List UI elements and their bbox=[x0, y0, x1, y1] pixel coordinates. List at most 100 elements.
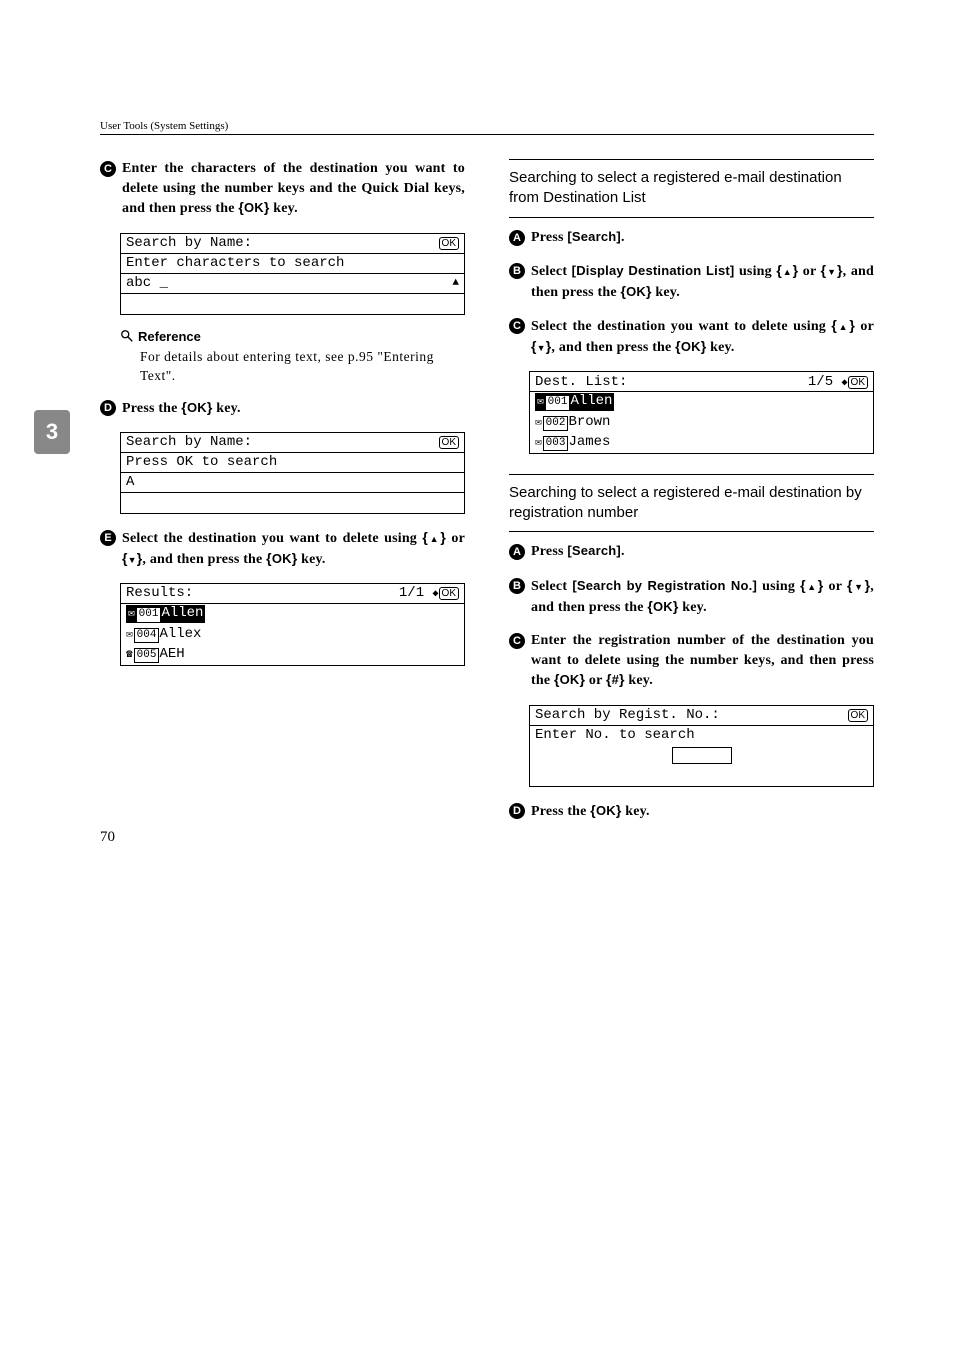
step-text: Select [Search by Registration No.] usin… bbox=[531, 576, 874, 617]
text: or bbox=[446, 531, 465, 546]
reg-num: 001 bbox=[545, 395, 571, 410]
section-heading: Searching to select a registered e-mail … bbox=[509, 474, 874, 533]
ok-icon: OK bbox=[439, 237, 459, 250]
dest-name: James bbox=[568, 434, 610, 450]
lcd-title: Dest. List: bbox=[535, 374, 627, 391]
lcd-title: Results: bbox=[126, 585, 193, 602]
up-arrow-icon bbox=[806, 579, 818, 594]
dest-name: Allex bbox=[159, 626, 201, 642]
text: key. bbox=[652, 285, 680, 300]
step-number-icon: D bbox=[509, 803, 525, 819]
chapter-tab: 3 bbox=[34, 410, 70, 454]
running-header: User Tools (System Settings) bbox=[100, 120, 874, 135]
ok-key: OK bbox=[596, 803, 616, 818]
text: Press bbox=[531, 230, 567, 245]
step-number-icon: B bbox=[509, 263, 525, 279]
menu-key: [Search by Registration No.] bbox=[572, 578, 757, 593]
page-count: 1/5 bbox=[808, 374, 833, 390]
lcd-input: A bbox=[126, 474, 134, 491]
lcd-screenshot: Search by Name: OK Enter characters to se… bbox=[120, 233, 465, 315]
text: . bbox=[621, 544, 625, 559]
reference-heading: Reference bbox=[120, 329, 465, 344]
reference-body: For details about entering text, see p.9… bbox=[140, 348, 465, 386]
right-column: Searching to select a registered e-mail … bbox=[509, 159, 874, 836]
reg-num: 003 bbox=[543, 436, 569, 451]
step-number-icon: C bbox=[509, 318, 525, 334]
lcd-title: Search by Name: bbox=[126, 434, 252, 451]
hash-key: # bbox=[612, 672, 619, 687]
text: Press the bbox=[122, 401, 181, 416]
lcd-title: Search by Regist. No.: bbox=[535, 707, 720, 724]
ok-key: OK bbox=[681, 339, 701, 354]
mail-icon: ✉ bbox=[535, 417, 542, 430]
reference-label: Reference bbox=[138, 329, 201, 344]
lcd-screenshot: Results: 1/1 ◆OK ✉001Allen ✉004Allex ☎005… bbox=[120, 583, 465, 665]
text: Select the destination you want to delet… bbox=[122, 531, 422, 546]
ok-key: OK bbox=[244, 200, 264, 215]
page-count: 1/1 bbox=[399, 585, 424, 601]
menu-key: [Display Destination List] bbox=[572, 263, 735, 278]
number-input: _ _ _ bbox=[672, 747, 732, 764]
mail-icon: ✉ bbox=[126, 629, 133, 642]
step-number-icon: B bbox=[509, 578, 525, 594]
step-number-icon: C bbox=[509, 633, 525, 649]
down-arrow-icon bbox=[826, 264, 837, 279]
text: key. bbox=[270, 201, 298, 216]
step-number-icon: A bbox=[509, 230, 525, 246]
step-text: Press the {OK} key. bbox=[531, 801, 650, 822]
up-arrow-icon bbox=[837, 319, 849, 334]
ok-key: OK bbox=[272, 551, 292, 566]
text: or bbox=[855, 319, 874, 334]
step-number-icon: D bbox=[100, 400, 116, 416]
text: or bbox=[585, 673, 606, 688]
list-item: ✉004Allex bbox=[126, 626, 201, 643]
step-text: Select the destination you want to delet… bbox=[122, 528, 465, 569]
text: Select bbox=[531, 264, 572, 279]
text: using bbox=[757, 579, 800, 594]
list-item: ☎005AEH bbox=[126, 646, 185, 663]
step-text: Select [Display Destination List] using … bbox=[531, 261, 874, 302]
text: Press bbox=[531, 544, 567, 559]
step-text: Press [Search]. bbox=[531, 228, 625, 248]
text: or bbox=[798, 264, 820, 279]
lcd-screenshot: Search by Regist. No.:OK Enter No. to se… bbox=[529, 705, 874, 787]
text: key. bbox=[213, 401, 241, 416]
text: . bbox=[621, 230, 625, 245]
step-4: D Press the {OK} key. bbox=[509, 801, 874, 822]
lcd-prompt: Enter characters to search bbox=[126, 255, 344, 272]
ok-icon: OK bbox=[439, 436, 459, 449]
step-text: Enter the characters of the destination … bbox=[122, 159, 465, 219]
lcd-screenshot: Search by Name:OK Press OK to search A bbox=[120, 432, 465, 514]
ok-icon: OK bbox=[848, 376, 868, 389]
step-5: E Select the destination you want to del… bbox=[100, 528, 465, 569]
step-text: Enter the registration number of the des… bbox=[531, 631, 874, 691]
updown-icon: ◆ bbox=[433, 589, 436, 600]
text: or bbox=[823, 579, 847, 594]
step-3: C Select the destination you want to del… bbox=[509, 316, 874, 357]
step-number-icon: A bbox=[509, 544, 525, 560]
phone-icon: ☎ bbox=[126, 649, 133, 662]
lcd-prompt: Enter No. to search bbox=[535, 727, 695, 744]
step-3: C Enter the characters of the destinatio… bbox=[100, 159, 465, 219]
up-icon: ▲ bbox=[452, 277, 459, 290]
ok-icon: OK bbox=[439, 587, 459, 600]
page-number: 70 bbox=[100, 829, 115, 846]
up-arrow-icon bbox=[782, 264, 793, 279]
text: , and then press the bbox=[142, 552, 266, 567]
step-text: Press the {OK} key. bbox=[122, 398, 241, 419]
dest-name: AEH bbox=[159, 646, 184, 662]
reg-num: 002 bbox=[543, 416, 569, 431]
mail-icon: ✉ bbox=[537, 396, 544, 409]
reg-num: 004 bbox=[134, 628, 160, 643]
reg-num: 001 bbox=[136, 607, 162, 622]
dest-name: Allen bbox=[161, 605, 203, 621]
search-key: [Search] bbox=[567, 229, 621, 244]
lcd-title: Search by Name: bbox=[126, 235, 252, 252]
list-item: ✉001Allen bbox=[126, 605, 205, 622]
list-item: ✉003James bbox=[535, 434, 610, 451]
down-arrow-icon bbox=[128, 552, 137, 567]
dest-name: Allen bbox=[570, 393, 612, 409]
step-1: A Press [Search]. bbox=[509, 542, 874, 562]
up-arrow-icon bbox=[428, 531, 440, 546]
mail-icon: ✉ bbox=[535, 437, 542, 450]
